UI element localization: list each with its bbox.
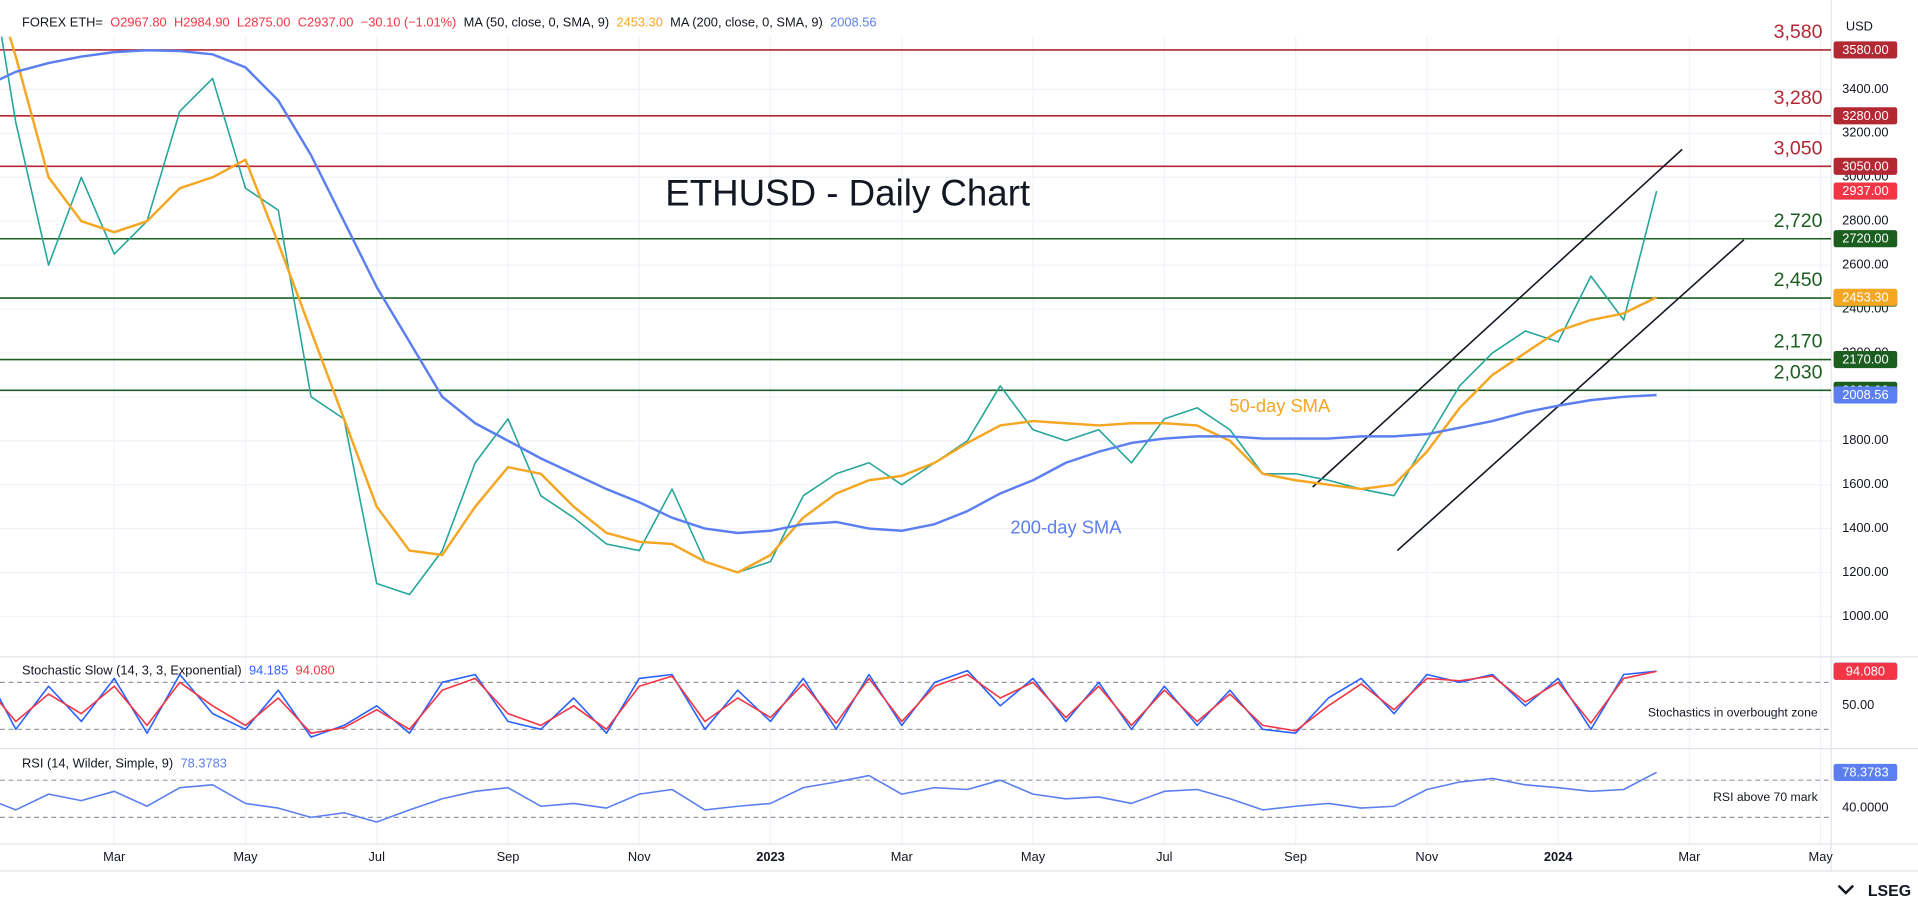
level-label: 2,170 xyxy=(1774,331,1823,353)
level-badge-bg xyxy=(1833,230,1898,248)
legend-value: 94.185 xyxy=(249,663,288,678)
y-tick-label: 3200.00 xyxy=(1842,125,1888,140)
grid xyxy=(0,36,1832,845)
last-value-badge-bg xyxy=(1833,386,1898,404)
pane-header: RSI (14, Wilder, Simple, 9) 78.3783 xyxy=(22,756,227,771)
x-tick-label: Jul xyxy=(1156,849,1172,864)
header-item: −30.10 (−1.01%) xyxy=(361,15,457,30)
level-badge-bg xyxy=(1833,107,1898,125)
level-label: 3,050 xyxy=(1774,137,1823,159)
y-tick-label: 1600.00 xyxy=(1842,476,1888,491)
level-badge: 3580.00 xyxy=(1842,42,1888,57)
legend-value: 78.3783 xyxy=(180,756,226,771)
header-item: O2967.80 xyxy=(110,15,166,30)
y-tick-label: 2600.00 xyxy=(1842,256,1888,271)
x-tick-label: Sep xyxy=(497,849,520,864)
header-item: Stochastic Slow (14, 3, 3, Exponential) xyxy=(22,663,242,678)
x-tick-label: May xyxy=(1809,849,1834,864)
annotation: RSI above 70 mark xyxy=(1713,790,1818,804)
level-badge: 3050.00 xyxy=(1842,158,1888,173)
last-value-badge-bg xyxy=(1833,763,1898,781)
channel-line xyxy=(1396,239,1745,552)
x-tick-label: Nov xyxy=(1415,849,1438,864)
last-value-badge-bg xyxy=(1833,182,1898,200)
last-value-badge: 78.3783 xyxy=(1842,764,1888,779)
level-badge-bg xyxy=(1833,157,1898,175)
legend-name: MA (200, close, 0, SMA, 9) xyxy=(670,15,823,30)
last-value-badge: 2453.30 xyxy=(1842,289,1888,304)
annotation: 200-day SMA xyxy=(1010,516,1122,537)
y-tick-label: 1200.00 xyxy=(1842,564,1888,579)
legend-value: 2453.30 xyxy=(616,15,662,30)
stochastic-pane xyxy=(0,669,1832,738)
level-label: 3,280 xyxy=(1774,87,1823,109)
annotation: 50-day SMA xyxy=(1229,395,1331,416)
last-value-badge: 2937.00 xyxy=(1842,183,1888,198)
x-tick-label: Mar xyxy=(103,849,126,864)
y-tick-label: 1000.00 xyxy=(1842,608,1888,623)
footer-brand: LSEG xyxy=(1868,883,1911,900)
y-tick-label: 1400.00 xyxy=(1842,520,1888,535)
header-item: C2937.00 xyxy=(298,15,354,30)
pane-header: Stochastic Slow (14, 3, 3, Exponential) 9… xyxy=(22,663,335,678)
y-tick-label: 2800.00 xyxy=(1842,213,1888,228)
y-tick-label: 40.0000 xyxy=(1842,799,1888,814)
level-label: 2,030 xyxy=(1774,361,1823,383)
header-item: L2875.00 xyxy=(237,15,291,30)
x-tick-label: Nov xyxy=(628,849,651,864)
last-value-badge-bg xyxy=(1833,662,1898,680)
chart-title: ETHUSD - Daily Chart xyxy=(665,172,1030,213)
level-badge: 2720.00 xyxy=(1842,231,1888,246)
series-line xyxy=(0,771,1657,823)
x-tick-label: Mar xyxy=(891,849,914,864)
level-badge-bg xyxy=(1833,41,1898,59)
axis-unit: USD xyxy=(1846,18,1873,33)
legend-value: 2008.56 xyxy=(830,15,876,30)
pane-header: FOREX ETH= O2967.80 H2984.90 L2875.00 C2937.… xyxy=(22,15,876,30)
level-label: 2,450 xyxy=(1774,269,1823,291)
last-value-badge: 2008.56 xyxy=(1842,387,1888,402)
series-line xyxy=(0,670,1657,735)
x-tick-label: 2023 xyxy=(756,849,785,864)
level-badge: 3280.00 xyxy=(1842,108,1888,123)
series-line xyxy=(0,49,1657,535)
y-tick-label: 50.00 xyxy=(1842,697,1874,712)
price-pane xyxy=(0,36,1832,596)
x-tick-label: Jul xyxy=(369,849,385,864)
y-tick-label: 1800.00 xyxy=(1842,432,1888,447)
overlay: Mar May Jul Sep Nov 2023 Mar May Jul Sep Nov 2024 Ma… xyxy=(22,15,1898,864)
logo: LSEG xyxy=(1837,883,1911,900)
x-tick-label: May xyxy=(1021,849,1046,864)
rsi-pane xyxy=(0,771,1832,823)
last-value-badge-bg xyxy=(1833,288,1898,306)
header-item: FOREX ETH= xyxy=(22,15,103,30)
legend-value: 94.080 xyxy=(296,663,335,678)
level-label: 3,580 xyxy=(1774,21,1823,43)
channel-line xyxy=(1312,148,1683,488)
x-tick-label: Sep xyxy=(1284,849,1307,864)
level-label: 2,720 xyxy=(1774,210,1823,232)
header-item: RSI (14, Wilder, Simple, 9) xyxy=(22,756,173,771)
logo-icon xyxy=(1837,884,1855,895)
level-badge-bg xyxy=(1833,350,1898,369)
annotation: Stochastics in overbought zone xyxy=(1648,705,1818,719)
level-badge: 2170.00 xyxy=(1842,352,1888,367)
x-tick-label: 2024 xyxy=(1544,849,1573,864)
x-tick-label: Mar xyxy=(1678,849,1701,864)
last-value-badge: 94.080 xyxy=(1846,663,1885,678)
x-tick-label: May xyxy=(233,849,258,864)
series-line xyxy=(8,36,1658,574)
header-item: H2984.90 xyxy=(174,15,230,30)
y-tick-label: 3400.00 xyxy=(1842,81,1888,96)
legend-name: MA (50, close, 0, SMA, 9) xyxy=(464,15,609,30)
